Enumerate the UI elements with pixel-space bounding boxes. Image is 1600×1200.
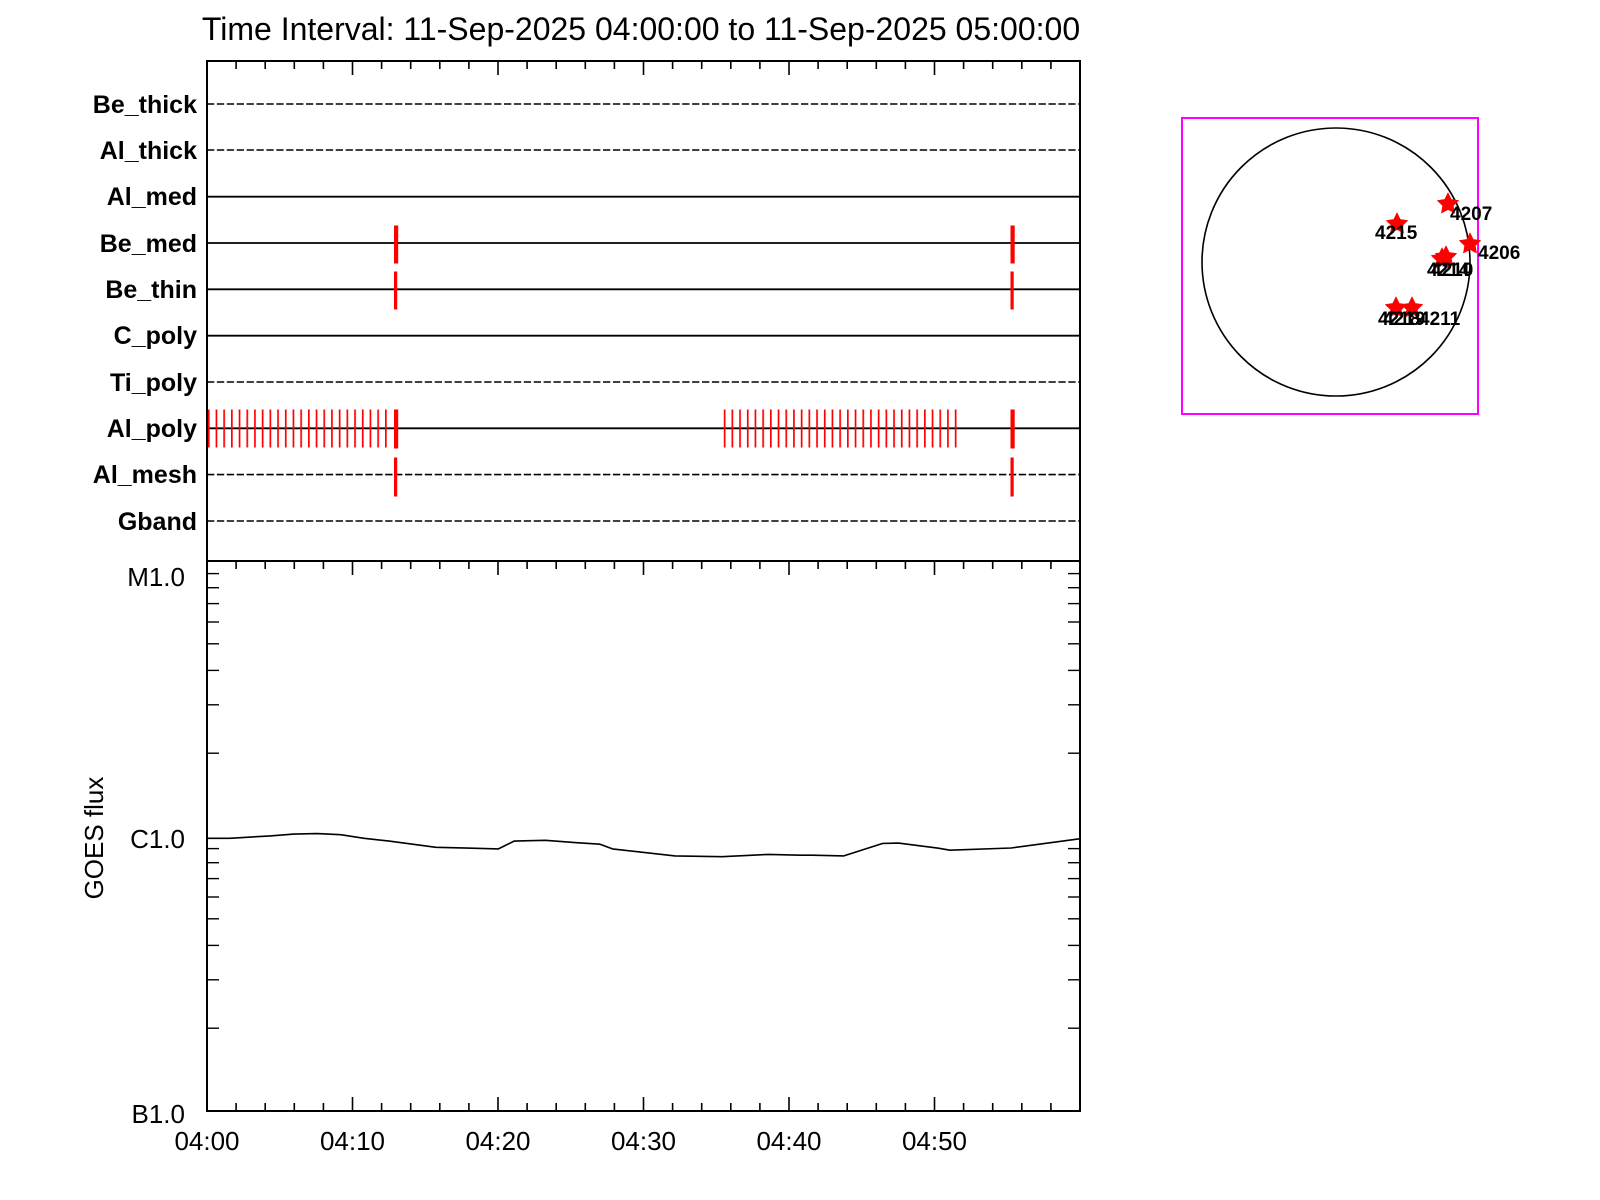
svg-text:GOES flux: GOES flux (79, 777, 109, 900)
svg-text:Al_poly: Al_poly (107, 415, 197, 443)
svg-text:Ti_poly: Ti_poly (110, 369, 197, 397)
svg-text:Time Interval: 11-Sep-2025 04:: Time Interval: 11-Sep-2025 04:00:00 to 1… (202, 11, 1080, 47)
svg-text:Al_mesh: Al_mesh (93, 461, 197, 489)
svg-text:04:10: 04:10 (320, 1126, 385, 1156)
svg-text:C1.0: C1.0 (130, 824, 185, 854)
svg-text:Al_med: Al_med (107, 183, 197, 211)
svg-text:4206: 4206 (1478, 243, 1520, 264)
svg-text:4219: 4219 (1383, 309, 1425, 330)
svg-text:4207: 4207 (1450, 204, 1492, 225)
svg-text:4210: 4210 (1431, 260, 1473, 281)
svg-text:Gband: Gband (118, 508, 197, 536)
svg-text:Be_thick: Be_thick (93, 91, 197, 119)
svg-text:Be_thin: Be_thin (105, 276, 197, 304)
svg-text:Al_thick: Al_thick (100, 137, 197, 165)
svg-text:04:30: 04:30 (611, 1126, 676, 1156)
svg-text:C_poly: C_poly (114, 322, 197, 350)
svg-text:04:00: 04:00 (174, 1126, 239, 1156)
svg-text:B1.0: B1.0 (132, 1099, 186, 1129)
svg-text:Be_med: Be_med (100, 230, 197, 258)
svg-text:04:50: 04:50 (902, 1126, 967, 1156)
svg-text:04:40: 04:40 (756, 1126, 821, 1156)
svg-text:4215: 4215 (1375, 223, 1418, 244)
svg-text:04:20: 04:20 (465, 1126, 530, 1156)
svg-text:M1.0: M1.0 (127, 562, 185, 592)
